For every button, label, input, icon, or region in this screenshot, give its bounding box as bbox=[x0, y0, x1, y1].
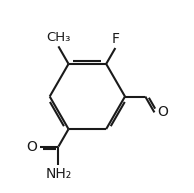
Text: CH₃: CH₃ bbox=[46, 31, 71, 44]
Text: O: O bbox=[27, 140, 38, 154]
Text: O: O bbox=[157, 105, 168, 119]
Text: NH₂: NH₂ bbox=[45, 167, 72, 181]
Text: F: F bbox=[111, 32, 119, 46]
